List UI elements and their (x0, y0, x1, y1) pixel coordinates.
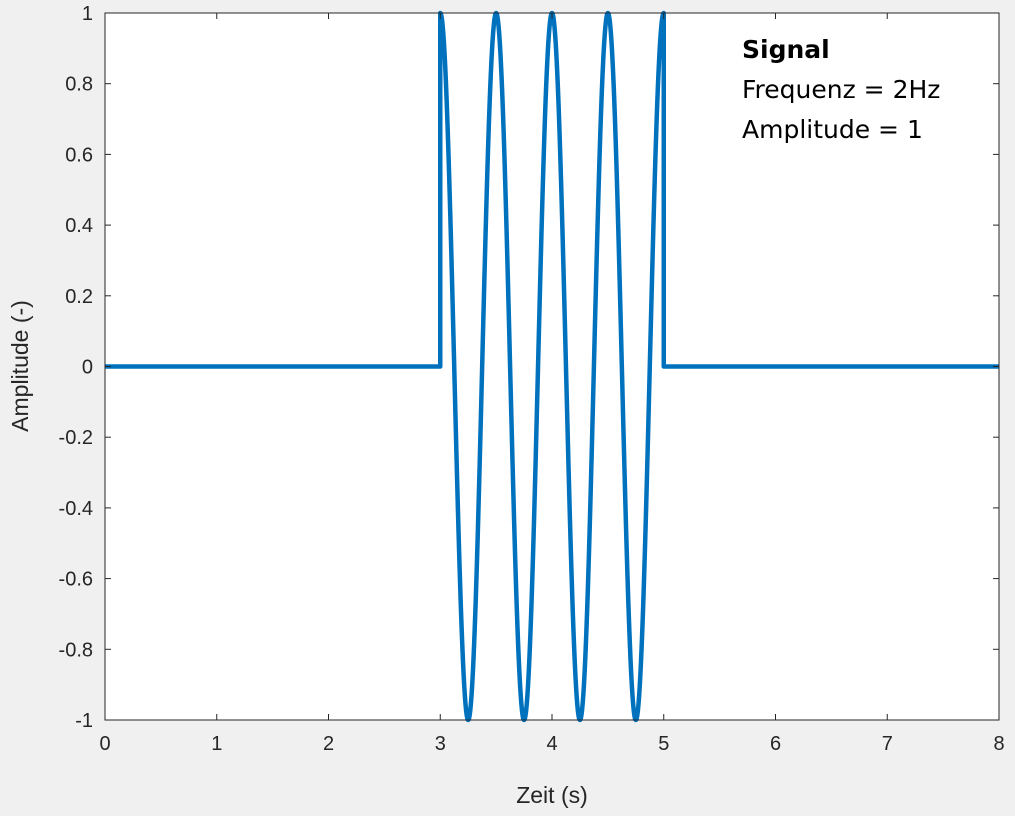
y-tick-label: -0.4 (59, 498, 93, 520)
y-tick-label: -0.6 (59, 569, 93, 591)
annotation-title: Signal (742, 35, 830, 64)
x-tick-label: 2 (323, 733, 334, 755)
annotation-amplitude: Amplitude = 1 (742, 115, 923, 144)
x-tick-label: 1 (211, 733, 222, 755)
y-tick-label: -0.8 (59, 639, 93, 661)
x-tick-label: 8 (993, 733, 1004, 755)
y-tick-label: 0.6 (65, 144, 93, 166)
x-tick-label: 6 (770, 733, 781, 755)
y-tick-label: 1 (82, 3, 93, 25)
y-axis-label: Amplitude (-) (7, 300, 33, 432)
x-tick-label: 0 (99, 733, 110, 755)
y-tick-label: 0.2 (65, 286, 93, 308)
y-tick-label: -1 (75, 710, 93, 732)
y-tick-label: -0.2 (59, 427, 93, 449)
y-tick-label: 0 (82, 357, 93, 379)
y-tick-label: 0.8 (65, 74, 93, 96)
x-axis-ticks: 0 1 2 3 4 5 6 7 8 (99, 13, 1005, 755)
x-tick-label: 3 (435, 733, 446, 755)
y-axis-ticks: -1 -0.8 -0.6 -0.4 -0.2 0 0.2 0.4 0.6 0.8 1 (59, 3, 999, 732)
x-tick-label: 5 (658, 733, 669, 755)
x-axis-label: Zeit (s) (516, 782, 588, 808)
x-tick-label: 7 (882, 733, 893, 755)
y-tick-label: 0.4 (65, 215, 93, 237)
x-tick-label: 4 (546, 733, 557, 755)
annotation-frequency: Frequenz = 2Hz (742, 75, 940, 104)
